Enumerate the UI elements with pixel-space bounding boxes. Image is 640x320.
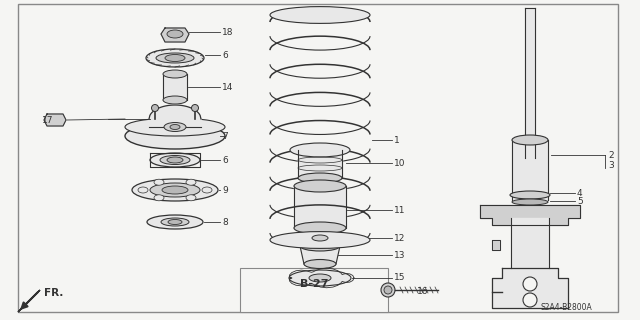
Ellipse shape <box>290 143 350 157</box>
Ellipse shape <box>523 277 537 291</box>
Text: 6: 6 <box>222 51 228 60</box>
Ellipse shape <box>294 180 346 192</box>
Ellipse shape <box>186 179 196 185</box>
Text: 16: 16 <box>417 286 428 295</box>
Polygon shape <box>480 205 580 225</box>
Text: 7: 7 <box>222 132 228 140</box>
Ellipse shape <box>132 179 218 201</box>
Text: B-27: B-27 <box>300 279 328 289</box>
Ellipse shape <box>167 157 183 163</box>
Ellipse shape <box>150 153 200 167</box>
Text: 10: 10 <box>394 158 406 167</box>
Ellipse shape <box>270 232 370 248</box>
Ellipse shape <box>186 195 196 201</box>
Ellipse shape <box>150 183 200 197</box>
Polygon shape <box>155 155 195 165</box>
Text: S2A4-B2800A: S2A4-B2800A <box>540 303 592 313</box>
Ellipse shape <box>165 54 185 61</box>
Text: 2: 2 <box>608 150 614 159</box>
Ellipse shape <box>152 105 159 111</box>
Text: 1: 1 <box>394 135 400 145</box>
Ellipse shape <box>523 293 537 307</box>
Polygon shape <box>300 246 340 264</box>
Ellipse shape <box>294 222 346 234</box>
Polygon shape <box>511 218 549 268</box>
Text: 6: 6 <box>222 156 228 164</box>
Ellipse shape <box>163 70 187 78</box>
Ellipse shape <box>512 135 548 145</box>
Polygon shape <box>163 74 187 100</box>
Text: 9: 9 <box>222 186 228 195</box>
Text: 17: 17 <box>42 116 53 124</box>
Polygon shape <box>492 240 500 250</box>
Ellipse shape <box>512 199 548 205</box>
Ellipse shape <box>160 156 190 164</box>
Ellipse shape <box>168 220 182 225</box>
Ellipse shape <box>156 53 194 63</box>
Ellipse shape <box>170 124 180 130</box>
Text: FR.: FR. <box>44 288 63 298</box>
Polygon shape <box>149 105 201 127</box>
Ellipse shape <box>138 187 148 193</box>
Text: 18: 18 <box>222 28 234 36</box>
Ellipse shape <box>154 179 164 185</box>
Ellipse shape <box>510 191 550 199</box>
Text: 5: 5 <box>577 196 583 205</box>
Bar <box>240 268 388 312</box>
Polygon shape <box>298 150 342 178</box>
Polygon shape <box>512 140 548 200</box>
Text: 8: 8 <box>222 218 228 227</box>
Text: 4: 4 <box>577 188 582 197</box>
Ellipse shape <box>304 260 336 268</box>
Ellipse shape <box>146 49 204 67</box>
Ellipse shape <box>309 274 331 282</box>
Ellipse shape <box>125 123 225 149</box>
Ellipse shape <box>384 286 392 294</box>
Polygon shape <box>294 186 346 228</box>
Text: 14: 14 <box>222 83 234 92</box>
Ellipse shape <box>154 195 164 201</box>
Text: 15: 15 <box>394 274 406 283</box>
Ellipse shape <box>125 118 225 136</box>
Ellipse shape <box>300 241 340 251</box>
Ellipse shape <box>202 187 212 193</box>
Ellipse shape <box>191 105 198 111</box>
Text: 3: 3 <box>608 161 614 170</box>
Ellipse shape <box>301 233 339 243</box>
Ellipse shape <box>298 173 342 183</box>
Polygon shape <box>44 114 66 126</box>
Ellipse shape <box>162 186 188 194</box>
Ellipse shape <box>270 7 370 23</box>
Polygon shape <box>18 290 40 312</box>
Ellipse shape <box>164 123 186 132</box>
Ellipse shape <box>147 215 203 229</box>
Text: 11: 11 <box>394 205 406 214</box>
Ellipse shape <box>167 30 183 38</box>
Ellipse shape <box>312 235 328 241</box>
Ellipse shape <box>161 218 189 226</box>
Text: 12: 12 <box>394 234 405 243</box>
Polygon shape <box>492 268 568 308</box>
Polygon shape <box>161 28 189 42</box>
Polygon shape <box>525 8 535 158</box>
Ellipse shape <box>289 270 351 286</box>
Ellipse shape <box>381 283 395 297</box>
Ellipse shape <box>163 96 187 104</box>
Text: 13: 13 <box>394 251 406 260</box>
